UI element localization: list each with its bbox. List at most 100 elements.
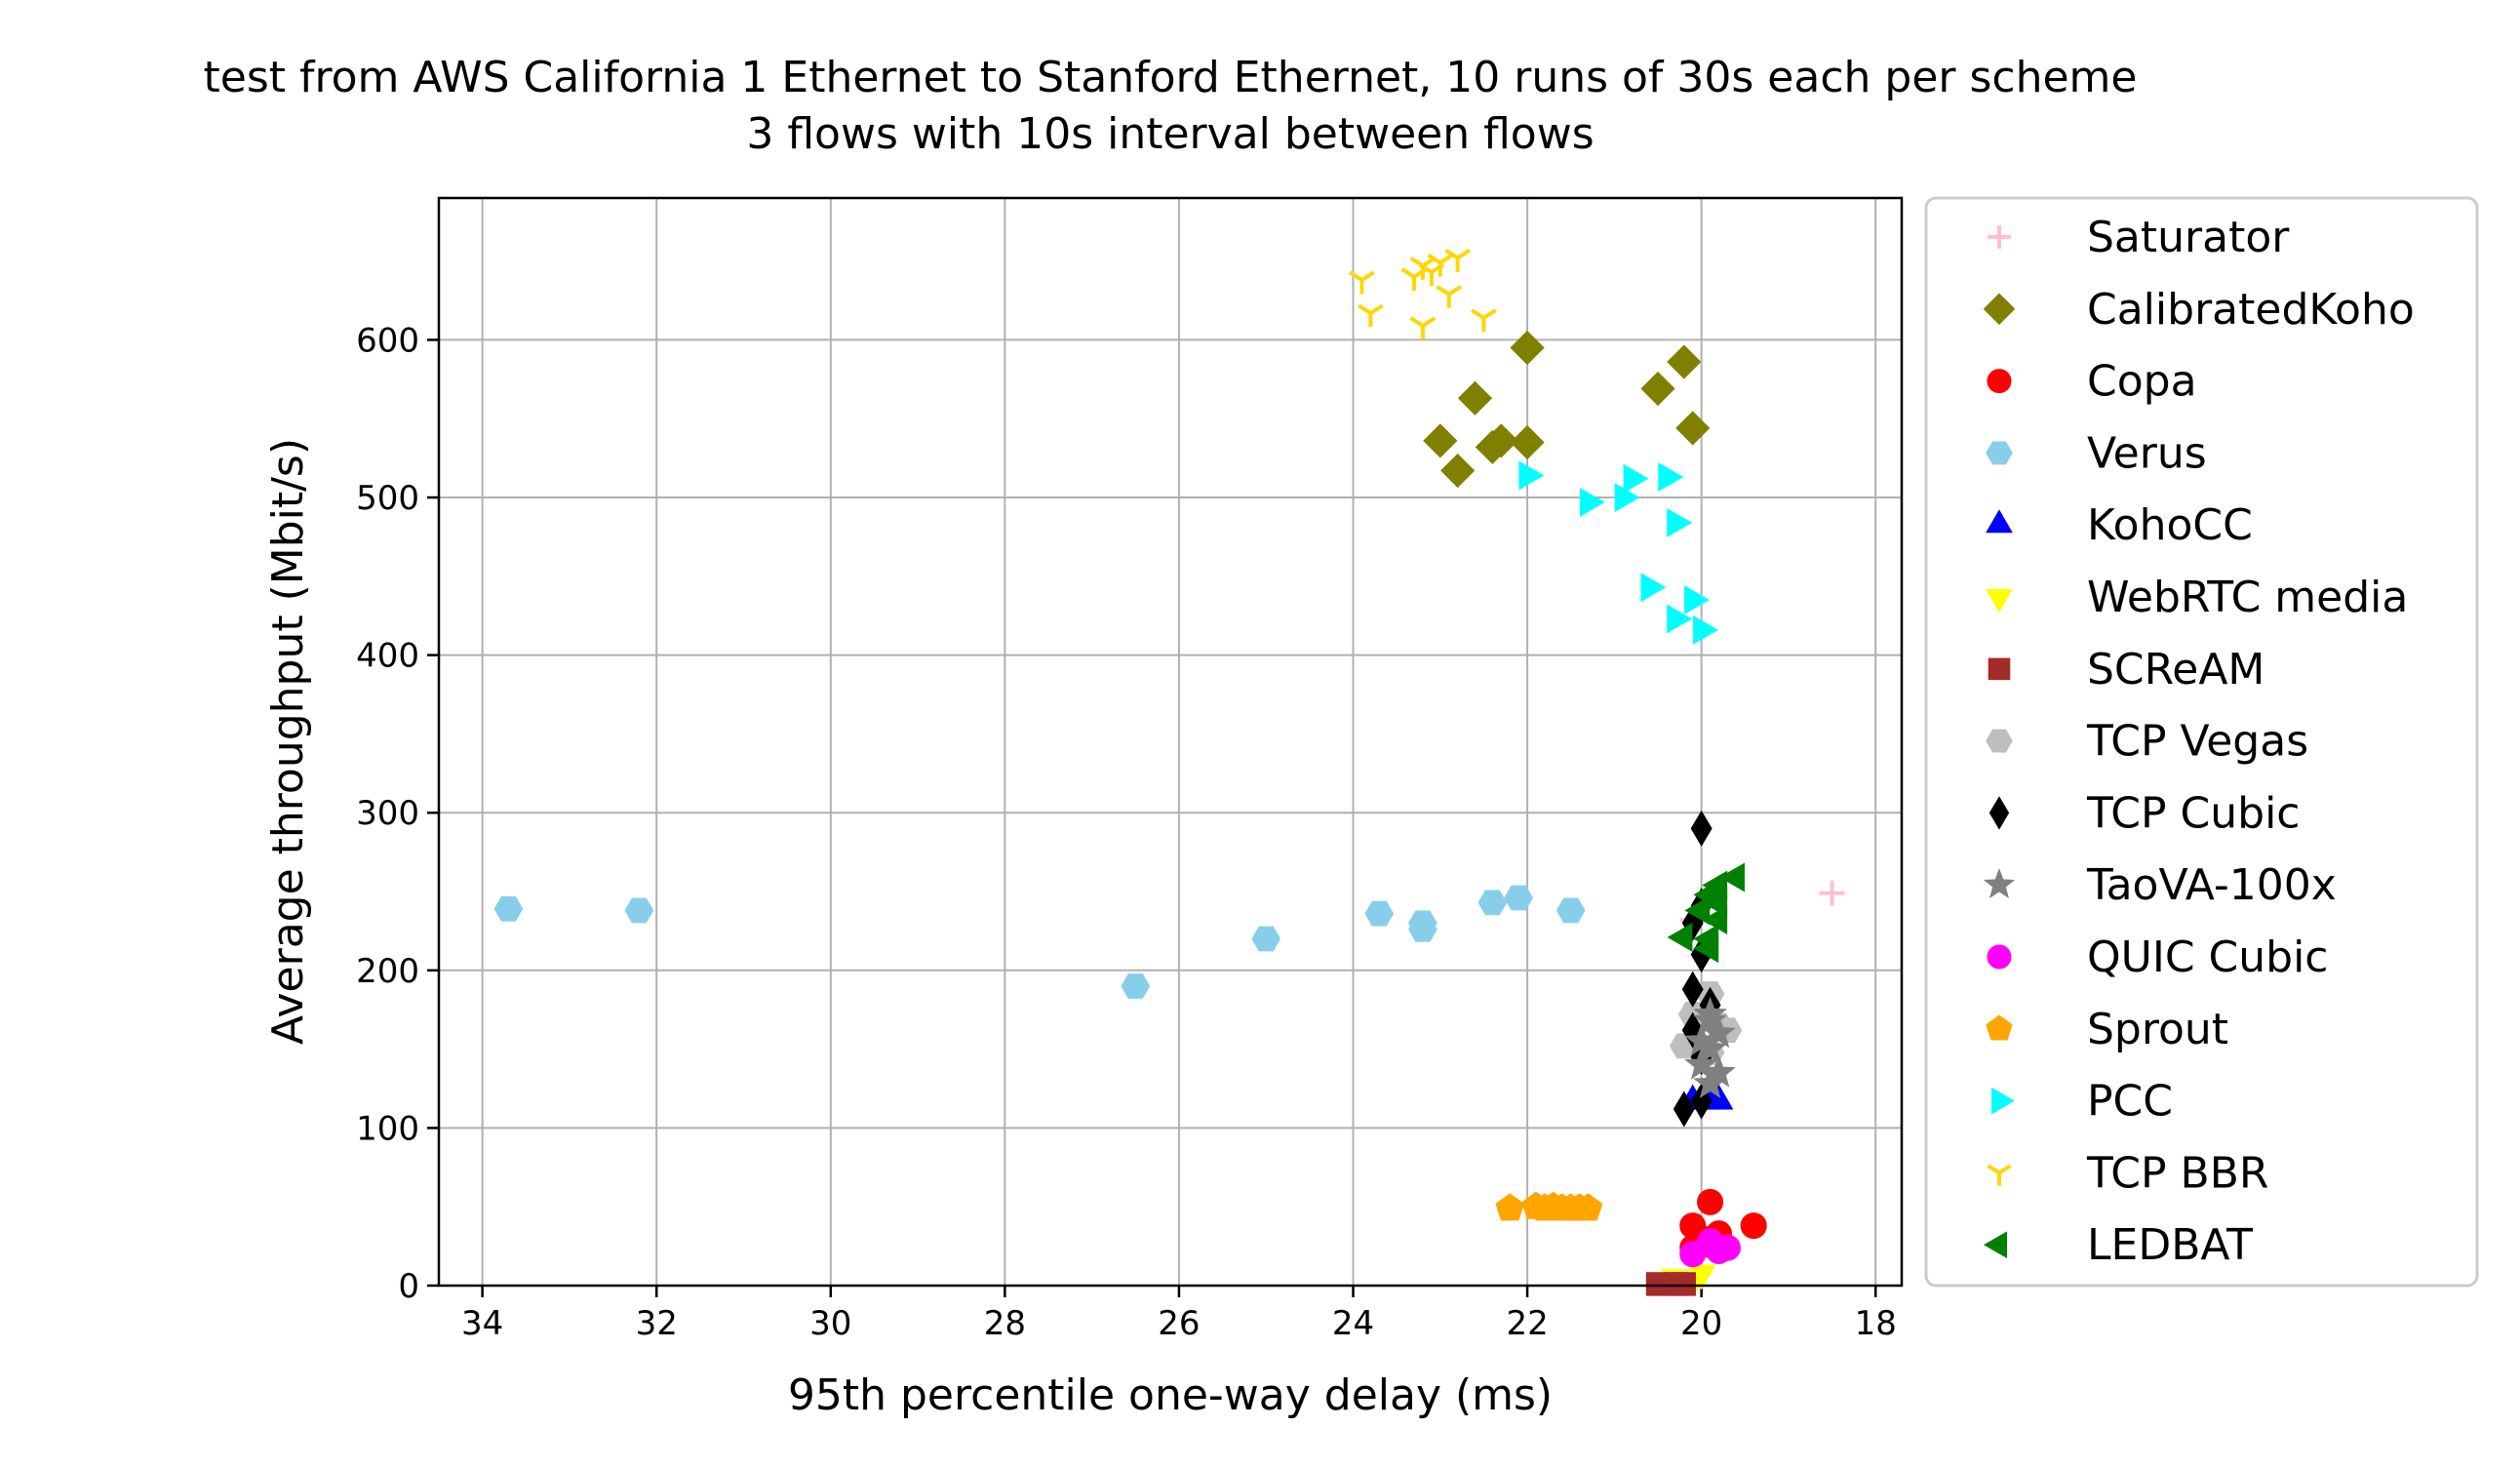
data-point-ledbat [1684,895,1711,926]
legend-label: LEDBAT [2087,1220,2253,1270]
legend-marker-tcp-cubic [1988,796,2010,830]
data-point-scream [1672,1272,1696,1296]
data-point-pcc [1623,463,1649,494]
legend-item-saturator: Saturator [1988,213,2290,262]
data-point-tcp-bbr [1349,270,1375,295]
data-point-verus [1121,973,1151,999]
legend-marker-sprout [1986,1014,2013,1041]
axis-ticks: 34 32 30 28 26 24 22 20 18 0 100 200 300 400 500 600 [356,321,1897,1343]
data-point-verus [1555,897,1586,924]
plot-frame [437,196,1904,1288]
y-axis-label: Average throughput (Mbit/s) [263,438,313,1045]
data-point-calibratedkoho [1457,380,1493,416]
data-point-calibratedkoho [1667,344,1702,379]
data-point-taova-100x [1702,1015,1736,1049]
legend-item-kohocc: KohoCC [1986,500,2253,550]
series-pcc [1518,460,1718,645]
data-point-calibratedkoho [1440,453,1476,489]
legend-item-tcp-vegas: TCP Vegas [1986,717,2308,767]
legend-marker-taova-100x [1983,868,2016,898]
data-point-tcp-bbr [1418,262,1445,287]
x-tick-label: 34 [461,1304,503,1343]
y-tick-label: 100 [356,1109,419,1148]
x-tick-label: 28 [984,1304,1026,1343]
legend-label: Verus [2087,428,2207,478]
data-point-pcc [1640,573,1667,603]
data-point-tcp-bbr [1409,316,1437,340]
legend-label: PCC [2087,1077,2173,1127]
legend-label: Copa [2087,357,2197,407]
legend-item-scream: SCReAM [1988,645,2264,694]
series-taova-100x [1684,996,1736,1098]
legend-label: QUIC Cubic [2087,932,2328,982]
data-points [493,248,1845,1298]
chart-subtitle: 3 flows with 10s interval between flows [746,109,1594,159]
data-point-pcc [1614,483,1640,512]
data-point-sprout [1521,1191,1551,1219]
series-verus [493,885,1586,999]
legend-label: Sprout [2087,1005,2228,1054]
data-point-sprout [1564,1193,1595,1221]
legend-marker-tcp-vegas [1986,729,2013,753]
legend-label: TCP Vegas [2086,717,2308,767]
data-point-ledbat [1693,933,1719,964]
legend-item-tcp-cubic: TCP Cubic [1988,788,2301,838]
legend-label: TaoVA-100x [2086,860,2337,910]
data-point-taova-100x [1684,1047,1719,1080]
data-point-verus [1504,885,1534,911]
data-point-calibratedkoho [1510,424,1545,460]
series-scream [1645,1272,1696,1296]
legend-item-tcp-bbr: TCP BBR [1987,1148,2268,1198]
data-point-tcp-bbr [1357,303,1384,328]
y-tick-label: 500 [356,479,419,518]
legend-item-copa: Copa [1987,357,2197,407]
data-point-tcp-cubic [1690,810,1713,847]
y-tick-label: 400 [356,637,419,676]
data-point-tcp-bbr [1444,248,1472,272]
x-tick-label: 32 [636,1304,678,1343]
data-point-tcp-bbr [1471,308,1497,333]
legend-marker-pcc [1991,1087,2016,1115]
data-point-ledbat [1667,922,1693,952]
legend-marker-ledbat [1983,1231,2007,1259]
legend-label: TCP Cubic [2086,788,2301,838]
legend-item-pcc: PCC [1991,1077,2173,1127]
legend-marker-webrtc-media [1986,589,2013,614]
data-point-ledbat [1719,862,1745,893]
data-point-pcc [1658,462,1684,492]
x-tick-label: 30 [809,1304,851,1343]
x-tick-label: 22 [1506,1304,1548,1343]
data-point-pcc [1518,460,1545,491]
x-axis-label: 95th percentile one-way delay (ms) [788,1370,1553,1420]
data-point-taova-100x [1693,996,1727,1029]
data-point-copa [1740,1212,1767,1240]
x-tick-label: 18 [1855,1304,1897,1343]
legend-item-sprout: Sprout [1986,1005,2228,1054]
data-point-pcc [1667,507,1693,537]
x-tick-label: 20 [1680,1304,1722,1343]
data-point-quic-cubic [1697,1228,1724,1255]
y-tick-label: 200 [356,952,419,991]
legend-marker-copa [1987,369,2012,394]
data-point-tcp-bbr [1436,285,1463,308]
legend-label: SCReAM [2087,645,2264,694]
x-tick-label: 24 [1332,1304,1374,1343]
legend-item-webrtc-media: WebRTC media [1986,573,2408,622]
data-point-pcc [1579,487,1605,517]
data-point-verus [1251,926,1281,952]
x-tick-label: 26 [1158,1304,1200,1343]
legend-label: Saturator [2087,213,2290,262]
data-point-calibratedkoho [1510,330,1545,366]
y-tick-label: 300 [356,794,419,833]
series-quic-cubic [1679,1228,1741,1268]
legend-item-ledbat: LEDBAT [1983,1220,2253,1270]
data-point-calibratedkoho [1483,423,1518,458]
data-point-taova-100x [1693,1065,1727,1098]
legend-marker-scream [1988,657,2011,681]
data-point-verus [624,897,654,924]
legend-marker-verus [1986,441,2013,465]
legend-marker-kohocc [1986,509,2013,534]
data-point-saturator [1819,880,1845,906]
series-calibratedkoho [1423,330,1711,489]
data-point-verus [1477,890,1508,916]
